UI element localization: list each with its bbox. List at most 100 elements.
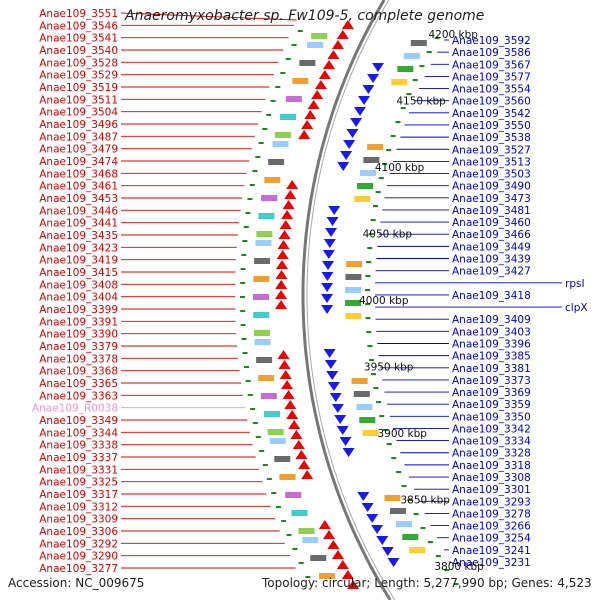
reverse-gene xyxy=(331,404,344,413)
feature-block xyxy=(298,528,315,534)
marker-dash xyxy=(243,226,249,228)
reverse-gene xyxy=(329,393,342,402)
feature-block xyxy=(274,456,291,462)
position-tick-label: 4100 kbp xyxy=(375,162,425,174)
marker-dash xyxy=(376,401,382,403)
feature-block xyxy=(254,339,271,345)
marker-dash xyxy=(386,443,392,445)
reverse-gene xyxy=(339,437,352,446)
forward-gene xyxy=(307,100,320,109)
forward-gene xyxy=(314,80,327,89)
reverse-gene xyxy=(361,503,374,512)
left-gene-label: Anae109_3391 xyxy=(39,316,118,328)
right-gene-label: Anae109_3418 xyxy=(452,290,531,302)
feature-block xyxy=(395,521,412,527)
reverse-gene xyxy=(358,96,371,105)
marker-dash xyxy=(375,191,381,193)
marker-dash xyxy=(382,429,388,431)
marker-dash xyxy=(266,478,272,480)
marker-dash xyxy=(247,394,253,396)
marker-dash xyxy=(379,415,385,417)
marker-dash xyxy=(453,583,459,585)
forward-gene xyxy=(336,560,349,569)
forward-gene xyxy=(331,550,344,559)
right-gene-label: Anae109_3254 xyxy=(452,533,531,545)
feature-block xyxy=(311,33,328,39)
marker-dash xyxy=(266,114,272,116)
marker-dash xyxy=(240,268,246,270)
reverse-gene xyxy=(337,162,350,171)
marker-dash xyxy=(271,492,277,494)
position-tick-label: 4150 kbp xyxy=(396,96,446,108)
feature-block xyxy=(299,60,316,66)
map-title: Anaeromyxobacter sp. Fw109-5, complete g… xyxy=(125,8,485,24)
feature-block xyxy=(403,53,420,59)
position-tick-label: 3950 kbp xyxy=(364,362,414,374)
left-gene-label: Anae109_3419 xyxy=(39,255,118,267)
forward-gene xyxy=(336,30,349,39)
marker-dash xyxy=(259,450,265,452)
forward-gene xyxy=(277,350,290,359)
left-gene-label: Anae109_3504 xyxy=(39,107,118,119)
reverse-gene xyxy=(381,547,394,556)
marker-dash xyxy=(245,380,251,382)
left-gene-label: Anae109_3378 xyxy=(39,353,118,365)
marker-dash xyxy=(412,79,418,81)
marker-dash xyxy=(382,163,388,165)
left-label-connector xyxy=(120,12,297,21)
reverse-gene xyxy=(367,74,380,83)
feature-block xyxy=(362,430,379,436)
feature-block xyxy=(260,393,277,399)
right-gene-label: Anae109_3396 xyxy=(452,338,531,350)
left-gene-label: Anae109_3312 xyxy=(39,501,118,513)
left-gene-label: Anae109_3479 xyxy=(39,144,118,156)
marker-dash xyxy=(400,107,406,109)
right-gene-label: Anae109_3318 xyxy=(452,460,531,472)
feature-block xyxy=(351,378,368,384)
marker-dash xyxy=(367,247,373,249)
feature-block xyxy=(253,276,270,282)
marker-dash xyxy=(401,485,407,487)
position-tick-label: 3800 kbp xyxy=(434,561,484,573)
right-gene-label: Anae109_3241 xyxy=(452,545,531,557)
feature-block xyxy=(391,79,408,85)
marker-dash xyxy=(255,436,261,438)
marker-dash xyxy=(391,457,397,459)
position-tick-label: 4000 kbp xyxy=(359,295,409,307)
feature-block xyxy=(410,40,427,46)
marker-dash xyxy=(413,513,419,515)
right-gene-label: Anae109_3308 xyxy=(452,472,531,484)
feature-block xyxy=(367,144,384,150)
forward-gene xyxy=(341,20,354,29)
right-gene-label: Anae109_3560 xyxy=(452,96,531,108)
position-tick-label: 4050 kbp xyxy=(363,229,413,241)
feature-block xyxy=(291,510,308,516)
marker-dash xyxy=(291,44,297,46)
feature-block xyxy=(285,96,302,102)
feature-block xyxy=(310,555,327,561)
position-tick-label: 3850 kbp xyxy=(400,495,450,507)
feature-block xyxy=(363,157,380,163)
feature-block xyxy=(272,141,289,147)
marker-dash xyxy=(419,65,425,67)
left-gene-label: Anae109_3363 xyxy=(39,390,118,402)
reverse-gene xyxy=(366,514,379,523)
marker-dash xyxy=(281,520,287,522)
left-gene-label: Anae109_3423 xyxy=(39,242,118,254)
reverse-gene xyxy=(322,261,335,270)
right-gene-label: Anae109_3369 xyxy=(452,387,531,399)
marker-dash xyxy=(444,569,450,571)
forward-gene xyxy=(276,250,289,259)
feature-block xyxy=(292,78,309,84)
left-gene-label: Anae109_3487 xyxy=(39,131,118,143)
forward-gene xyxy=(286,410,299,419)
feature-block xyxy=(346,261,363,267)
left-gene-label: Anae109_3338 xyxy=(39,440,118,452)
marker-dash xyxy=(386,149,392,151)
right-gene-label: Anae109_3342 xyxy=(452,423,531,435)
right-gene-label: Anae109_3567 xyxy=(452,59,531,71)
forward-gene xyxy=(284,190,297,199)
feature-block xyxy=(263,411,280,417)
